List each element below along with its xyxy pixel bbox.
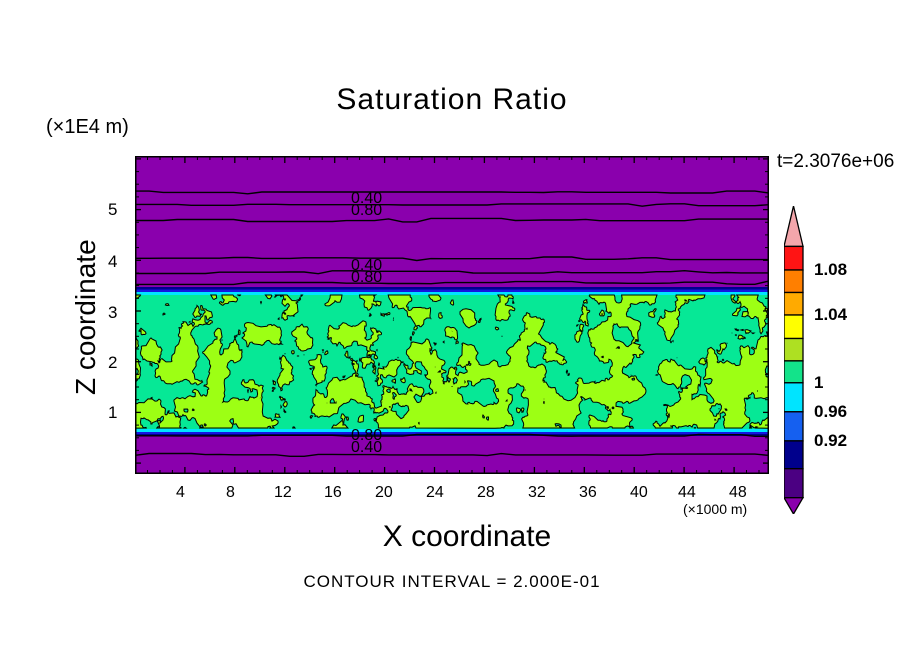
svg-text:1: 1	[814, 373, 823, 392]
svg-text:0.96: 0.96	[814, 402, 847, 421]
svg-text:1.04: 1.04	[814, 305, 848, 324]
svg-text:0.80: 0.80	[351, 202, 382, 219]
svg-text:0.40: 0.40	[351, 439, 382, 456]
svg-text:0.92: 0.92	[814, 431, 847, 450]
svg-text:1.08: 1.08	[814, 260, 847, 279]
svg-text:0.80: 0.80	[351, 269, 382, 286]
